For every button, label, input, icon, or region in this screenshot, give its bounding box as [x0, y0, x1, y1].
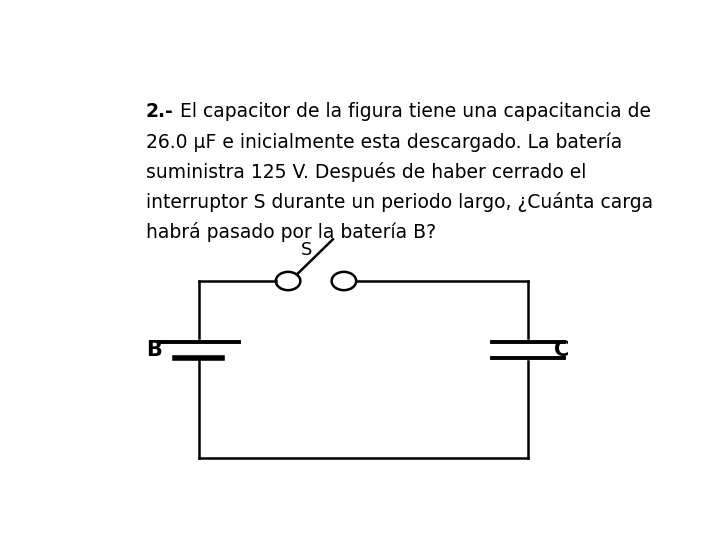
- Text: habrá pasado por la batería B?: habrá pasado por la batería B?: [145, 222, 436, 242]
- Text: interruptor S durante un periodo largo, ¿Cuánta carga: interruptor S durante un periodo largo, …: [145, 192, 653, 212]
- Text: El capacitor de la figura tiene una capacitancia de: El capacitor de la figura tiene una capa…: [174, 102, 651, 121]
- Text: B: B: [146, 340, 162, 360]
- Text: S: S: [301, 241, 312, 259]
- Text: 26.0 μF e inicialmente esta descargado. La batería: 26.0 μF e inicialmente esta descargado. …: [145, 132, 622, 152]
- Text: C: C: [554, 340, 569, 360]
- Text: 2.-: 2.-: [145, 102, 174, 121]
- Text: suministra 125 V. Después de haber cerrado el: suministra 125 V. Después de haber cerra…: [145, 162, 586, 182]
